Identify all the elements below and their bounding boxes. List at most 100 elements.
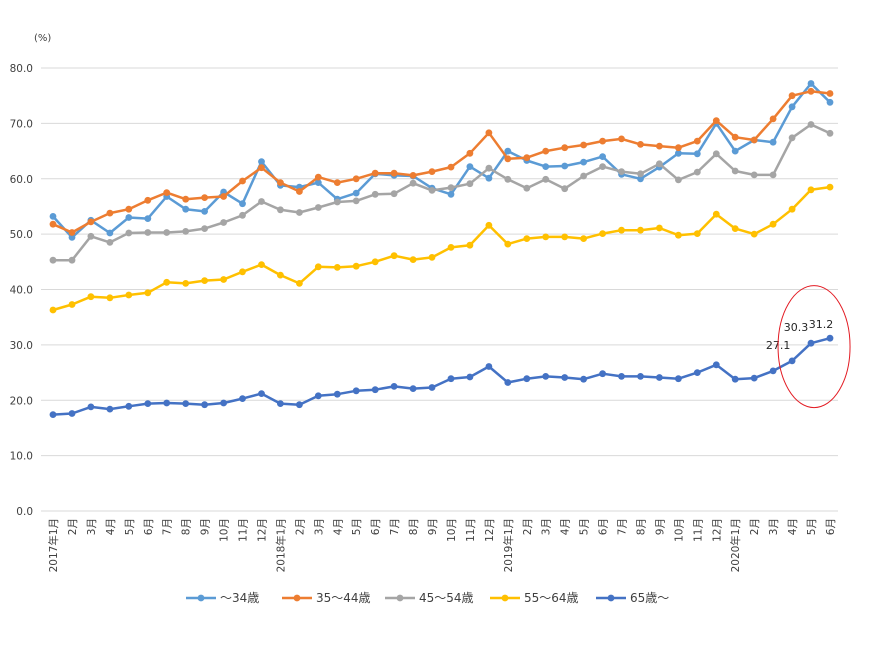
data-point — [618, 135, 625, 143]
data-point — [409, 256, 417, 263]
data-point — [371, 386, 379, 394]
data-point — [333, 264, 341, 271]
data-point — [352, 197, 360, 205]
data-point — [144, 289, 152, 297]
data-point — [599, 230, 606, 238]
data-point — [409, 179, 417, 187]
data-point — [466, 149, 474, 157]
data-point — [447, 375, 455, 383]
data-point — [239, 177, 246, 185]
data-point — [504, 155, 512, 163]
x-tick-label: 8月 — [635, 518, 647, 535]
data-point — [68, 301, 76, 308]
data-point — [125, 229, 133, 237]
data-point — [239, 395, 246, 402]
y-tick-label: 70.0 — [10, 118, 33, 130]
data-point — [580, 375, 587, 383]
data-point — [239, 268, 246, 276]
data-point — [314, 392, 322, 400]
data-point — [296, 401, 303, 409]
data-point — [750, 230, 758, 238]
data-point — [618, 168, 625, 176]
data-point — [485, 363, 493, 370]
data-point — [182, 205, 190, 213]
data-point — [637, 175, 644, 183]
legend-swatch-marker — [293, 594, 301, 602]
data-point — [693, 230, 701, 238]
x-tick-label: 6月 — [825, 518, 837, 535]
data-point — [561, 233, 569, 241]
x-tick-label: 4月 — [105, 518, 117, 535]
data-label: 30.3 — [784, 321, 809, 334]
data-point — [68, 234, 76, 241]
x-axis-ticks: 2017年1月 2月 3月 4月 5月 6月 7月 8月 9月 10月 11月 12月 2018年1月 2… — [47, 518, 837, 572]
data-point — [409, 172, 417, 179]
data-point — [807, 80, 815, 87]
y-axis-ticks: 0.0 10.0 20.0 30.0 40.0 50.0 60.0 70.0 80.0 — [10, 63, 33, 518]
data-point — [87, 403, 95, 411]
data-point — [826, 90, 834, 97]
data-point — [599, 137, 606, 145]
x-tick-label: 2020年1月 — [729, 518, 742, 572]
x-tick-label: 3月 — [86, 518, 98, 535]
data-point — [106, 239, 114, 246]
data-point — [466, 241, 474, 249]
data-point — [826, 98, 834, 106]
data-point — [390, 252, 398, 260]
data-point — [182, 400, 190, 407]
data-point — [447, 163, 455, 171]
data-point — [87, 293, 95, 301]
data-point — [258, 261, 265, 268]
y-tick-label: 20.0 — [10, 395, 33, 407]
data-point — [125, 214, 133, 221]
data-point — [731, 225, 739, 233]
data-point — [542, 233, 550, 241]
data-point — [144, 196, 152, 204]
data-point — [258, 390, 265, 397]
data-point — [352, 262, 360, 270]
legend-swatch-marker — [501, 594, 509, 602]
series-4 — [49, 183, 834, 314]
x-tick-label: 10月 — [673, 518, 685, 542]
data-point — [769, 115, 777, 123]
data-point — [788, 205, 796, 213]
data-point — [49, 220, 57, 228]
data-point — [277, 400, 284, 407]
data-point — [390, 383, 398, 390]
data-point — [314, 179, 322, 187]
y-tick-label: 40.0 — [10, 285, 33, 297]
legend-item: 〜34歳 — [186, 591, 259, 605]
data-point — [750, 171, 758, 179]
data-point — [523, 235, 531, 243]
x-tick-label: 2月 — [749, 518, 761, 535]
data-point — [637, 373, 644, 380]
data-point — [144, 229, 152, 236]
x-tick-label: 12月 — [256, 518, 268, 542]
series-line — [52, 185, 831, 312]
x-tick-label: 5月 — [806, 518, 818, 535]
data-point — [296, 188, 303, 195]
data-point — [788, 103, 796, 111]
data-point — [807, 87, 815, 95]
data-point — [561, 162, 569, 170]
y-unit-label: (%) — [34, 33, 51, 44]
data-point — [693, 369, 701, 376]
data-point — [750, 374, 758, 382]
data-point — [788, 92, 796, 100]
legend-swatch-marker — [197, 594, 205, 602]
series-3 — [49, 121, 834, 264]
data-point — [485, 164, 493, 172]
y-tick-label: 80.0 — [10, 63, 33, 75]
data-point — [693, 150, 701, 158]
x-tick-label: 12月 — [711, 518, 723, 542]
data-point — [504, 240, 512, 248]
data-point — [769, 138, 777, 146]
data-point — [371, 169, 379, 177]
data-point — [580, 235, 587, 243]
data-point — [466, 163, 474, 171]
data-point — [542, 147, 550, 155]
x-tick-label: 2018年1月 — [274, 518, 287, 572]
x-tick-label: 11月 — [465, 518, 477, 542]
data-point — [277, 206, 284, 214]
data-point — [428, 168, 436, 176]
